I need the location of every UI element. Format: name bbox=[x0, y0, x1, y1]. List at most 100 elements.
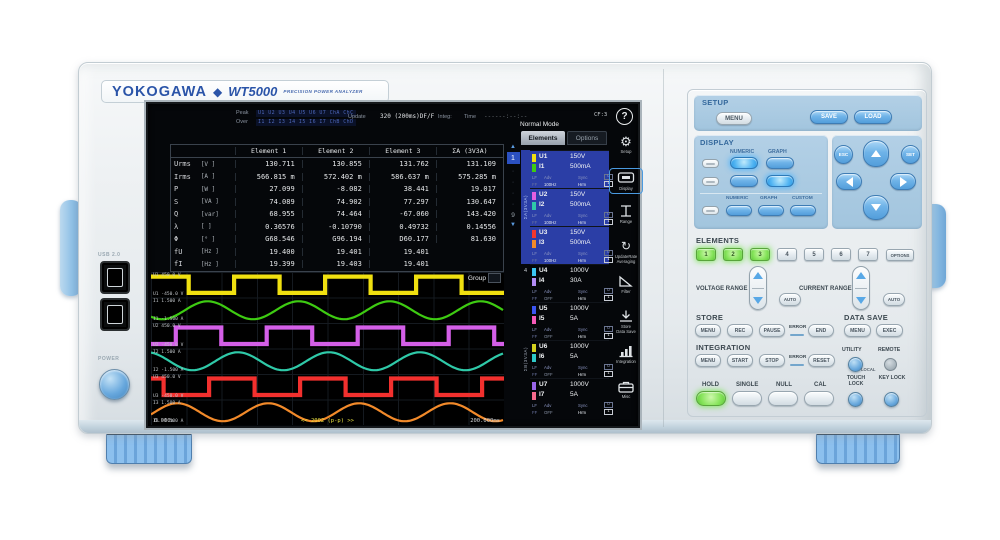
voltage-range-rocker[interactable] bbox=[749, 266, 767, 310]
function-name: P bbox=[174, 185, 179, 194]
display-c-indicator-button[interactable] bbox=[702, 206, 719, 215]
integration-reset-button[interactable]: RESET bbox=[808, 354, 835, 367]
function-unit: [VA ] bbox=[200, 198, 219, 206]
key-lock-button[interactable] bbox=[884, 392, 899, 407]
element-settings-row[interactable]: U4 1000V I4 30A LF FF Adv OFF Sync Hrm U 1 bbox=[530, 264, 613, 302]
sidebar-item-store[interactable]: Store Data Save bbox=[610, 309, 642, 334]
element-button-1[interactable]: 1 bbox=[696, 248, 716, 261]
element-button-7[interactable]: 7 bbox=[858, 248, 878, 261]
help-icon[interactable]: ? bbox=[616, 108, 633, 125]
display-b-graph-button[interactable] bbox=[766, 175, 794, 187]
single-button[interactable] bbox=[732, 391, 762, 406]
voltage-auto-button[interactable]: AUTO bbox=[779, 293, 801, 306]
current-range-value: 5A bbox=[570, 353, 578, 360]
element-button-3[interactable]: 3 bbox=[750, 248, 770, 261]
display-c-numeric-button[interactable] bbox=[726, 205, 752, 216]
sidebar-item-setup[interactable]: ⚙ Setup bbox=[610, 134, 642, 155]
store-menu-button[interactable]: MENU bbox=[695, 324, 721, 337]
set-button[interactable]: SET bbox=[901, 145, 920, 164]
element-settings-row[interactable]: U7 1000V I7 5A LF FF Adv OFF Sync Hrm U 1 bbox=[530, 378, 613, 416]
touch-lock-button[interactable] bbox=[848, 392, 863, 407]
page-dot[interactable]: · bbox=[511, 201, 515, 208]
store-rec-button[interactable]: REC bbox=[727, 324, 753, 337]
hold-button[interactable] bbox=[696, 391, 726, 406]
element-settings-row[interactable]: U5 1000V I5 5A LF FF Adv OFF Sync Hrm U 1 bbox=[530, 302, 613, 340]
voltage-range-value: 1000V bbox=[570, 381, 589, 388]
display-b-indicator-button[interactable] bbox=[702, 177, 719, 186]
integration-menu-button[interactable]: MENU bbox=[695, 354, 721, 367]
element-settings-row[interactable]: U2 150V I2 500mA LF FF Adv 100Hz Sync Hrm U 1 bbox=[530, 188, 613, 226]
sidebar-item-label: Integration bbox=[616, 359, 636, 364]
voltage-trace-swatch bbox=[532, 268, 536, 276]
data-save-exec-button[interactable]: EXEC bbox=[876, 324, 903, 337]
adv-value: OFF bbox=[544, 334, 553, 339]
element-settings-row[interactable]: U3 150V I3 500mA LF FF Adv 100Hz Sync Hrm U 1 bbox=[530, 226, 613, 264]
current-range-rocker[interactable] bbox=[852, 266, 870, 310]
load-button[interactable]: LOAD bbox=[854, 110, 892, 124]
element-button-5[interactable]: 5 bbox=[804, 248, 824, 261]
element-button-6[interactable]: 6 bbox=[831, 248, 851, 261]
utility-button[interactable] bbox=[848, 357, 863, 372]
sync-source-type-badge: U bbox=[604, 364, 613, 370]
trace-scale-bottom: I2 -1.500 A bbox=[153, 368, 184, 373]
measurement-value: 74.464 bbox=[301, 210, 369, 219]
display-c-graph-button[interactable] bbox=[758, 205, 784, 216]
element-button-2[interactable]: 2 bbox=[723, 248, 743, 261]
arrow-left-button[interactable] bbox=[836, 173, 862, 190]
page-dot[interactable]: · bbox=[511, 168, 515, 175]
current-auto-button[interactable]: AUTO bbox=[883, 293, 905, 306]
page-down-icon[interactable]: ▼ bbox=[510, 222, 516, 228]
page-last[interactable]: 9 bbox=[511, 212, 515, 219]
right-foot bbox=[816, 430, 900, 464]
measurement-value: 0.49732 bbox=[368, 222, 436, 231]
measurement-value: D60.177 bbox=[368, 235, 436, 244]
save-button[interactable]: SAVE bbox=[810, 110, 848, 124]
null-button[interactable] bbox=[768, 391, 798, 406]
arrow-down-button[interactable] bbox=[863, 195, 889, 220]
table-row: S [VA ] 74.089 74.902 77.297 130.647 bbox=[171, 196, 503, 209]
tab-elements[interactable]: Elements bbox=[521, 131, 565, 145]
store-end-button[interactable]: END bbox=[808, 324, 834, 337]
cal-button[interactable] bbox=[804, 391, 834, 406]
display-a-numeric-button[interactable] bbox=[730, 157, 758, 169]
screen-menu-sidebar: ⚙ Setup Display Range ↻ UpdateRate Averaging F… bbox=[609, 134, 643, 430]
sidebar-item-updaterate[interactable]: ↻ UpdateRate Averaging bbox=[610, 239, 642, 264]
table-row: Irms [A ] 566.815 m 572.402 m 586.637 m 575.2… bbox=[171, 171, 503, 184]
group-value-box[interactable] bbox=[488, 273, 501, 283]
sidebar-item-display[interactable]: Display bbox=[609, 167, 643, 195]
sync-value: Hrm bbox=[578, 296, 587, 301]
setup-menu-button[interactable]: MENU bbox=[716, 112, 752, 125]
power-button[interactable] bbox=[99, 369, 130, 400]
measurement-value: 143.420 bbox=[435, 210, 503, 219]
store-pause-button[interactable]: PAUSE bbox=[759, 324, 785, 337]
element-settings-row[interactable]: U1 150V I1 500mA LF FF Adv 100Hz Sync Hrm U 1 bbox=[530, 150, 613, 188]
display-b-numeric-button[interactable] bbox=[730, 175, 758, 187]
sidebar-item-range[interactable]: Range bbox=[610, 204, 642, 224]
arrow-up-button[interactable] bbox=[863, 140, 889, 167]
function-unit: [Hz ] bbox=[200, 260, 219, 268]
display-a-graph-button[interactable] bbox=[766, 157, 794, 169]
esc-button[interactable]: ESC bbox=[834, 145, 853, 164]
page-current[interactable]: 1 bbox=[506, 152, 520, 164]
sidebar-item-integration[interactable]: Integration bbox=[610, 344, 642, 364]
trace-scale-bottom: I3 -1.500 A bbox=[153, 419, 184, 424]
nav-section: ESC SET bbox=[832, 135, 922, 229]
integration-start-button[interactable]: START bbox=[727, 354, 753, 367]
measurement-value: 19.403 bbox=[301, 260, 369, 269]
tab-options[interactable]: Options bbox=[567, 131, 607, 145]
data-save-menu-button[interactable]: MENU bbox=[844, 324, 871, 337]
remote-label: REMOTE bbox=[878, 347, 901, 353]
options-button[interactable]: OPTIONS bbox=[886, 249, 914, 261]
sidebar-item-filter[interactable]: Filter bbox=[610, 274, 642, 294]
page-up-icon[interactable]: ▲ bbox=[510, 144, 516, 150]
display-c-custom-button[interactable] bbox=[790, 205, 816, 216]
integration-stop-button[interactable]: STOP bbox=[759, 354, 785, 367]
sidebar-item-misc[interactable]: Misc bbox=[610, 379, 642, 399]
page-dot[interactable]: · bbox=[511, 190, 515, 197]
element-button-4[interactable]: 4 bbox=[777, 248, 797, 261]
display-a-indicator-button[interactable] bbox=[702, 159, 719, 168]
arrow-right-button[interactable] bbox=[890, 173, 916, 190]
element-settings-row[interactable]: U6 1000V I6 5A LF FF Adv OFF Sync Hrm U 1 bbox=[530, 340, 613, 378]
group-label[interactable]: Group bbox=[467, 274, 486, 282]
page-dot[interactable]: · bbox=[511, 179, 515, 186]
